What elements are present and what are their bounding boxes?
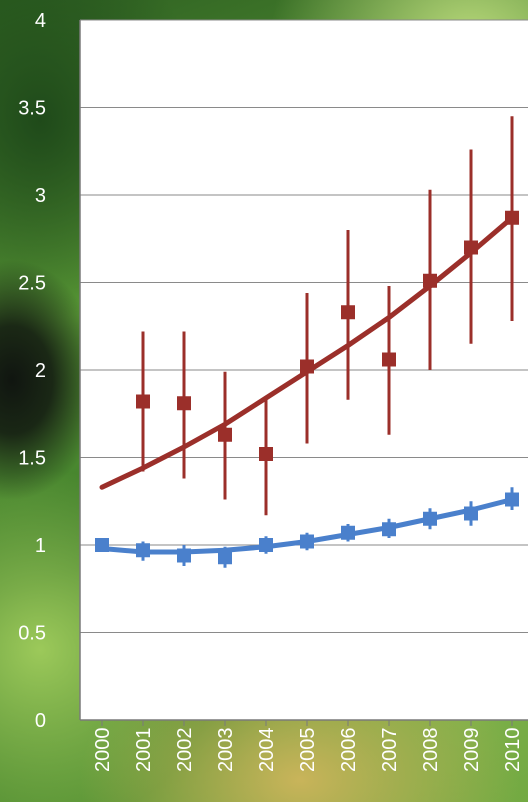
data-point-marker [423, 273, 437, 288]
y-tick-label: 2.5 [18, 273, 46, 295]
x-tick-label: 2008 [420, 728, 442, 773]
x-tick-label: 2006 [338, 728, 360, 773]
data-point-marker [95, 538, 109, 552]
data-point-marker [382, 522, 396, 537]
x-tick-label: 2009 [461, 728, 483, 773]
data-point-marker [341, 525, 355, 540]
y-tick-label: 3.5 [18, 98, 46, 120]
y-tick-label: 1.5 [18, 448, 46, 470]
data-point-marker [300, 534, 314, 549]
data-point-marker [218, 550, 232, 565]
data-point-marker [464, 240, 478, 255]
y-tick-label: 4 [35, 10, 46, 32]
data-point-marker [218, 427, 232, 442]
x-tick-label: 2001 [133, 728, 155, 773]
data-point-marker [136, 394, 150, 409]
data-point-marker [300, 359, 314, 374]
y-tick-label: 0 [35, 710, 46, 732]
data-point-marker [177, 548, 191, 563]
x-tick-label: 2004 [256, 728, 278, 773]
y-tick-label: 1 [35, 535, 46, 557]
data-point-marker [464, 506, 478, 521]
data-point-marker [136, 543, 150, 558]
x-tick-label: 2007 [379, 728, 401, 773]
x-tick-label: 2000 [92, 728, 114, 773]
data-point-marker [259, 447, 273, 461]
data-point-marker [341, 305, 355, 320]
y-tick-label: 3 [35, 185, 46, 207]
x-tick-label: 2003 [215, 728, 237, 773]
data-point-marker [382, 352, 396, 367]
x-tick-label: 2002 [174, 728, 196, 773]
data-point-marker [505, 210, 519, 225]
x-tick-label: 2010 [502, 728, 524, 773]
data-point-marker [505, 492, 519, 507]
y-tick-label: 2 [35, 360, 46, 382]
data-point-marker [423, 511, 437, 526]
data-point-marker [177, 396, 191, 411]
y-tick-label: 0.5 [18, 623, 46, 645]
x-tick-label: 2005 [297, 728, 319, 773]
data-point-marker [259, 538, 273, 552]
